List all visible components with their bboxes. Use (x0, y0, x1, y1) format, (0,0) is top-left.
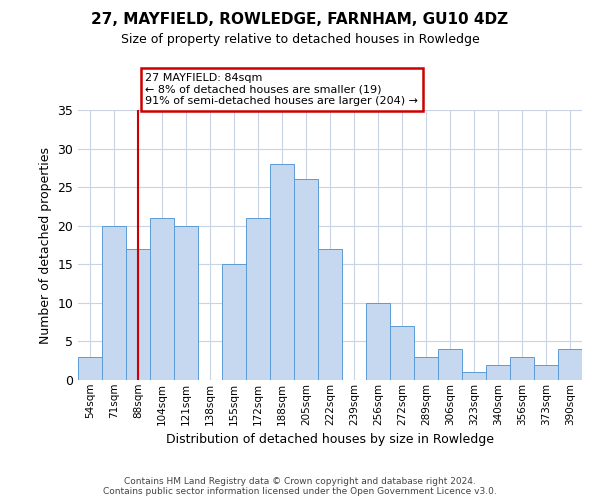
Text: Size of property relative to detached houses in Rowledge: Size of property relative to detached ho… (121, 32, 479, 46)
Bar (390, 326, 414, 380)
Y-axis label: Number of detached properties: Number of detached properties (39, 146, 52, 344)
Bar (366, 303, 390, 380)
Bar (534, 364, 558, 380)
Bar (438, 349, 462, 380)
Bar (558, 349, 582, 380)
Bar (270, 164, 294, 380)
Bar (150, 218, 174, 380)
Bar (414, 357, 438, 380)
Bar (462, 372, 486, 380)
Text: Contains HM Land Registry data © Crown copyright and database right 2024.: Contains HM Land Registry data © Crown c… (124, 477, 476, 486)
X-axis label: Distribution of detached houses by size in Rowledge: Distribution of detached houses by size … (166, 433, 494, 446)
Text: 27, MAYFIELD, ROWLEDGE, FARNHAM, GU10 4DZ: 27, MAYFIELD, ROWLEDGE, FARNHAM, GU10 4D… (91, 12, 509, 28)
Bar (78, 357, 102, 380)
Bar (174, 226, 198, 380)
Text: 27 MAYFIELD: 84sqm
← 8% of detached houses are smaller (19)
91% of semi-detached: 27 MAYFIELD: 84sqm ← 8% of detached hous… (145, 73, 418, 106)
Bar (318, 249, 342, 380)
Bar (102, 226, 126, 380)
Bar (126, 249, 150, 380)
Bar (486, 364, 510, 380)
Bar (246, 218, 270, 380)
Bar (222, 264, 246, 380)
Bar (294, 180, 318, 380)
Text: Contains public sector information licensed under the Open Government Licence v3: Contains public sector information licen… (103, 487, 497, 496)
Bar (510, 357, 534, 380)
